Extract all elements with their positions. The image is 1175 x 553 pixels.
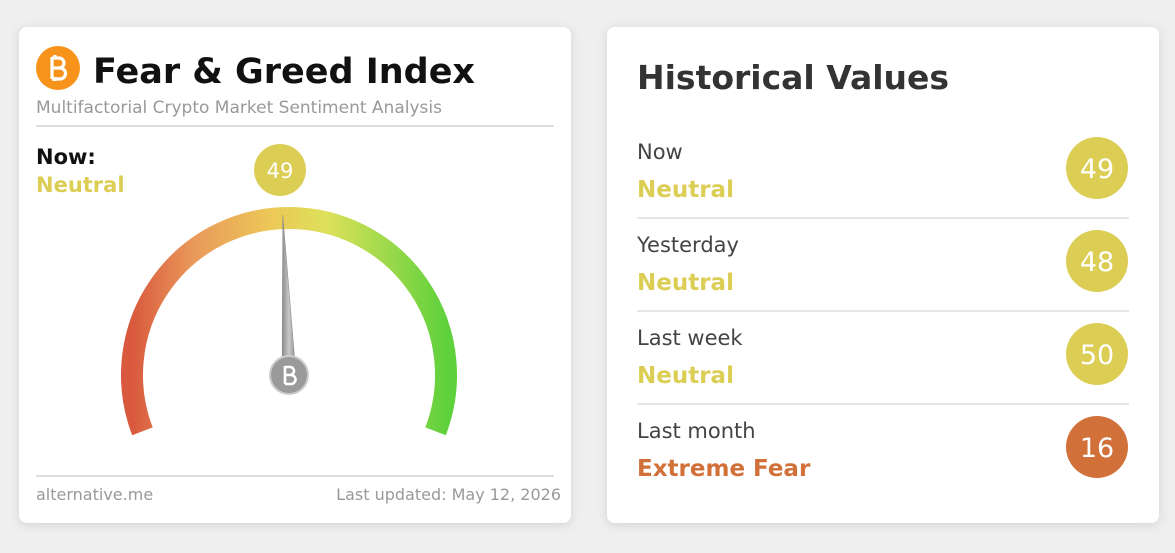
row-label: Last month	[637, 419, 756, 443]
row-classification: Neutral	[637, 270, 734, 296]
now-value: 49	[267, 159, 294, 183]
row-classification: Neutral	[637, 363, 734, 389]
last-updated: Last updated: May 12, 2026	[336, 485, 561, 504]
row-value: 16	[1080, 433, 1114, 464]
row-label: Now	[637, 140, 683, 164]
bitcoin-logo	[36, 46, 80, 90]
row-classification: Neutral	[637, 177, 734, 203]
row-value: 50	[1080, 340, 1114, 371]
widget-subtitle: Multifactorial Crypto Market Sentiment A…	[36, 98, 442, 118]
history-title: Historical Values	[637, 58, 949, 97]
row-classification: Extreme Fear	[637, 456, 811, 482]
row-value: 49	[1080, 154, 1114, 185]
row-label: Last week	[637, 326, 743, 350]
history-list: Now Neutral 49 Yesterday Neutral 48 Last week N…	[636, 137, 1129, 482]
source-link[interactable]: alternative.me	[36, 485, 153, 504]
gauge-card	[19, 27, 571, 523]
gauge-arc	[121, 207, 457, 436]
value-badge	[1066, 137, 1128, 199]
widget-title: Fear & Greed Index	[93, 52, 475, 92]
row-value: 48	[1080, 247, 1114, 278]
value-badge	[1066, 230, 1128, 292]
value-badge	[1066, 323, 1128, 385]
now-classification: Neutral	[36, 173, 125, 197]
value-bubble	[254, 144, 306, 196]
row-label: Yesterday	[636, 233, 739, 257]
value-badge	[1066, 416, 1128, 478]
history-card	[607, 27, 1159, 523]
needle-hub	[269, 355, 309, 395]
now-label: Now:	[36, 145, 96, 169]
